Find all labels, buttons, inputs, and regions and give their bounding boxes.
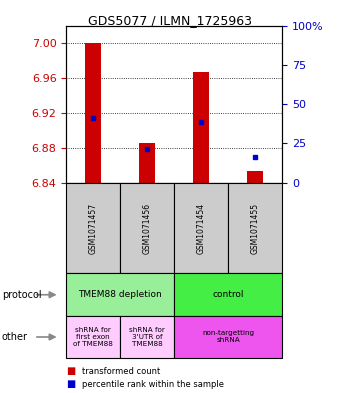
Text: TMEM88 depletion: TMEM88 depletion xyxy=(79,290,162,299)
Text: GSM1071454: GSM1071454 xyxy=(197,202,206,253)
Text: transformed count: transformed count xyxy=(82,367,160,376)
Text: ■: ■ xyxy=(66,366,75,376)
Text: protocol: protocol xyxy=(2,290,41,300)
Bar xyxy=(193,72,209,183)
Text: GSM1071456: GSM1071456 xyxy=(143,202,152,253)
Bar xyxy=(85,43,101,183)
Text: shRNA for
first exon
of TMEM88: shRNA for first exon of TMEM88 xyxy=(73,327,113,347)
Text: control: control xyxy=(212,290,244,299)
Text: GDS5077 / ILMN_1725963: GDS5077 / ILMN_1725963 xyxy=(88,14,252,27)
Text: shRNA for
3'UTR of
TMEM88: shRNA for 3'UTR of TMEM88 xyxy=(129,327,165,347)
Bar xyxy=(139,143,155,183)
Text: percentile rank within the sample: percentile rank within the sample xyxy=(82,380,224,389)
Text: non-targetting
shRNA: non-targetting shRNA xyxy=(202,331,254,343)
Bar xyxy=(247,171,263,183)
Text: GSM1071457: GSM1071457 xyxy=(89,202,98,253)
Text: GSM1071455: GSM1071455 xyxy=(251,202,260,253)
Text: other: other xyxy=(2,332,28,342)
Text: ■: ■ xyxy=(66,379,75,389)
